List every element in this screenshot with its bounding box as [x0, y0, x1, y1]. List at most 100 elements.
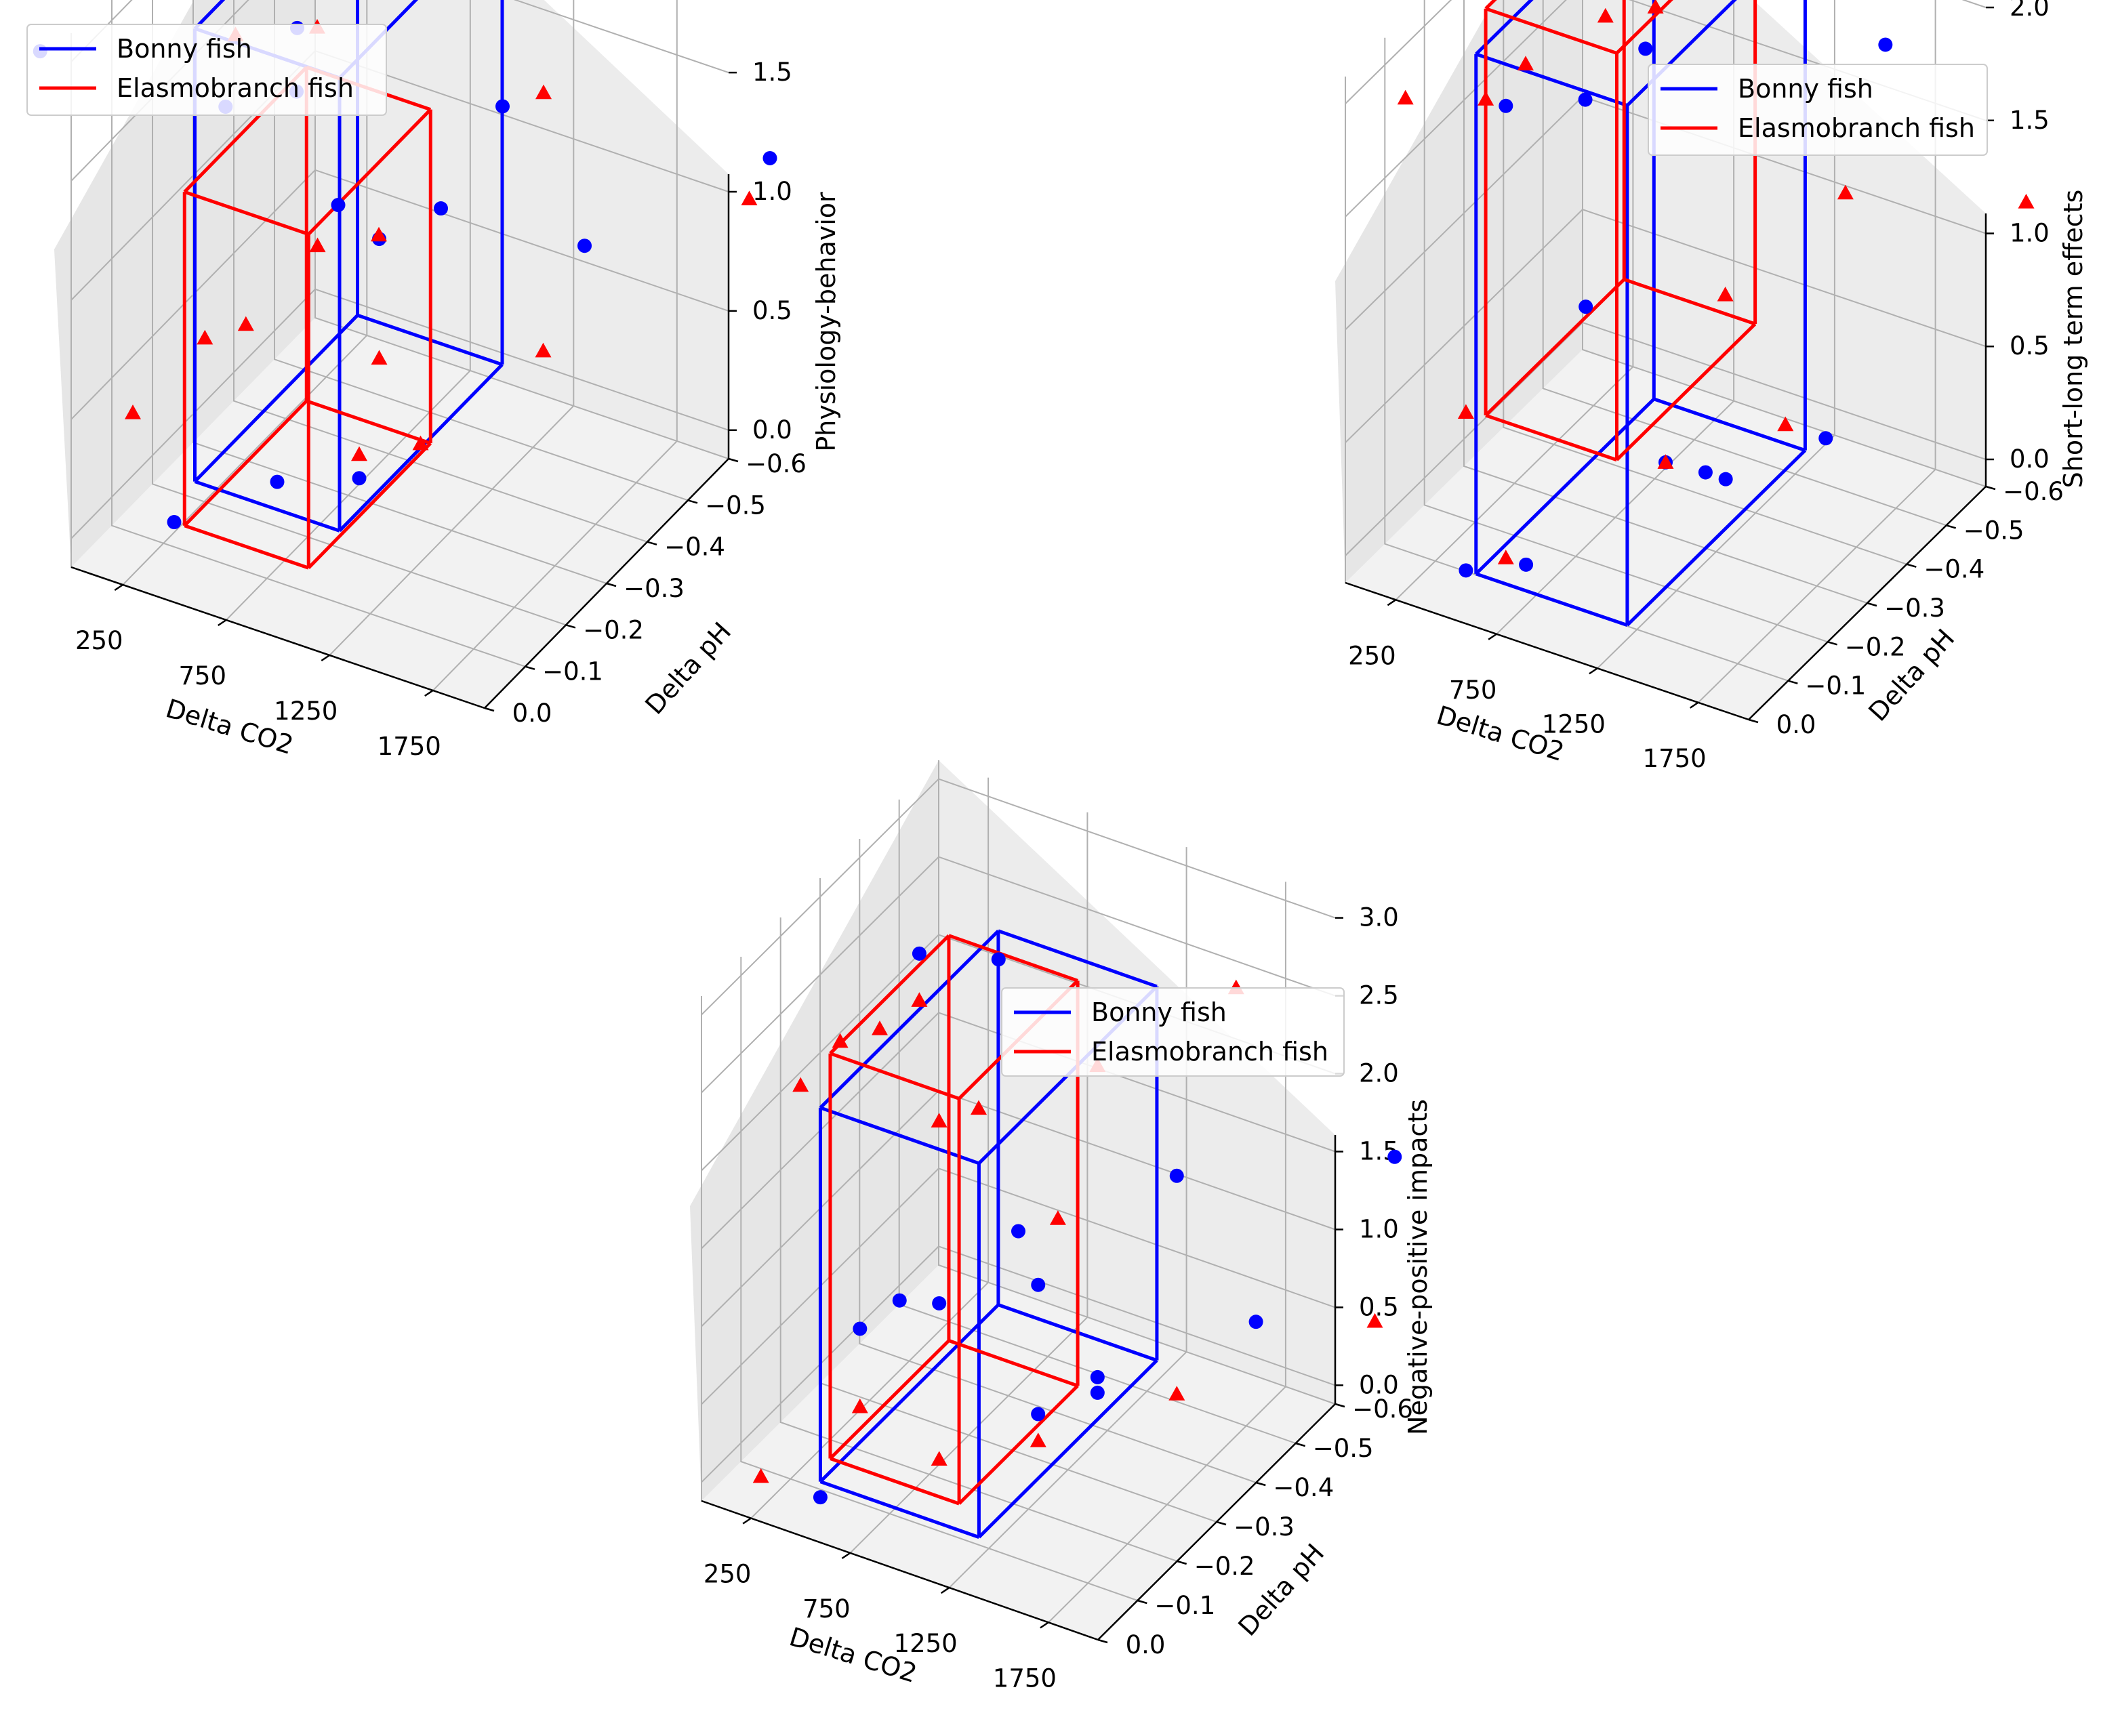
box-edge [829, 1339, 950, 1460]
data-point-circle [1387, 1149, 1402, 1164]
x-tick-mark [321, 654, 330, 662]
legend-frame [26, 24, 387, 116]
x-tick-label: 1250 [894, 1629, 958, 1658]
legend-label: Bonny fish [1738, 74, 1873, 104]
data-point-triangle [752, 1468, 769, 1483]
data-point-circle [1090, 1385, 1105, 1400]
bonny-fish-box [818, 929, 1159, 1539]
data-point-circle [1579, 299, 1593, 314]
tick-labels: 250 750 1250 1750 0.0 −0.1 −0.2 −0.3 −0.4 −0.5 −0.… [1348, 0, 2064, 773]
x-tick-label: 250 [1348, 641, 1396, 670]
y-tick-label: −0.1 [1154, 1591, 1215, 1620]
data-point-triangle [1397, 89, 1414, 105]
box-edge [1485, 413, 1618, 462]
box-edge [819, 930, 1000, 1109]
legend-frame [1001, 987, 1345, 1077]
data-point-circle [762, 150, 777, 165]
y-tick-mark [1827, 641, 1838, 646]
x-tick-mark [1689, 701, 1699, 709]
box-edge [307, 108, 432, 236]
z-tick-label: 1.0 [752, 177, 792, 206]
legend-label: Elasmobranch fish [117, 73, 354, 103]
z-tick-label: 1.5 [2010, 106, 2050, 135]
z-tick-label: 1.5 [752, 58, 792, 87]
data-point-circle [892, 1293, 907, 1308]
x-tick-mark [1040, 1621, 1049, 1629]
y-tick-mark [525, 665, 535, 670]
box-edge [183, 399, 308, 527]
z-axis-label: Negative-positive impacts [1403, 1099, 1433, 1435]
x-axis-line [701, 1500, 1099, 1641]
data-point-triangle [741, 190, 758, 205]
y-tick-mark [1255, 1481, 1266, 1487]
box-edge [1615, 323, 1757, 461]
z-tick-label: 0.0 [2010, 445, 2050, 474]
z-tick-label: 0.0 [752, 415, 792, 445]
tick-labels: 250 750 1250 1750 0.0 −0.1 −0.2 −0.3 −0.4 −0.5 −0.… [704, 903, 1413, 1693]
y-tick-mark [565, 624, 576, 629]
box-edge [1475, 52, 1628, 107]
data-point-circle [932, 1296, 947, 1310]
data-point-circle [1169, 1168, 1184, 1183]
data-point-triangle [911, 992, 928, 1007]
x-tick-mark [218, 619, 227, 627]
box-edge [184, 190, 310, 236]
data-point-circle [1578, 92, 1593, 107]
x-tick-label: 1250 [1542, 709, 1606, 739]
box-edge [193, 0, 226, 30]
data-point-circle [352, 471, 367, 486]
box-edge [1623, 278, 1756, 326]
y-tick-label: −0.4 [664, 533, 725, 562]
data-point-circle [991, 952, 1006, 967]
data-point-circle [1248, 1315, 1263, 1329]
data-point-triangle [1366, 1313, 1383, 1328]
data-point-triangle [2018, 194, 2035, 209]
data-point-triangle [309, 237, 326, 253]
data-point-circle [1011, 1224, 1025, 1239]
data-point-triangle [197, 329, 213, 345]
y-tick-mark [728, 457, 739, 463]
x-tick-label: 1750 [993, 1663, 1057, 1693]
x-tick-label: 750 [802, 1594, 851, 1624]
y-tick-mark [647, 541, 657, 545]
z-tick-label: 3.0 [1359, 903, 1399, 932]
data-point-triangle [1168, 1386, 1185, 1401]
box-edge [184, 524, 310, 570]
z-tick-label: 2.5 [1359, 981, 1399, 1010]
bonny-fish-points [1459, 37, 1893, 578]
y-tick-mark [606, 582, 617, 587]
elasmobranch-fish-points [1397, 0, 2035, 564]
box-edge [1475, 0, 1534, 56]
box-edge [829, 934, 950, 1055]
x-tick-label: 750 [178, 661, 226, 690]
y-tick-label: −0.5 [1313, 1434, 1374, 1463]
y-tick-label: −0.4 [1923, 555, 1984, 584]
y-tick-label: 0.0 [512, 699, 552, 728]
y-tick-mark [1985, 485, 1996, 491]
data-point-triangle [1777, 416, 1794, 432]
data-point-triangle [1478, 91, 1494, 106]
x-tick-mark [1488, 633, 1497, 640]
z-axis-label: Physiology-behavior [811, 192, 841, 452]
data-point-triangle [125, 405, 141, 419]
y-tick-label: 0.0 [1776, 710, 1816, 739]
box-edge [1475, 572, 1628, 627]
y-axis-label: Delta pH [639, 617, 737, 720]
chart-panel-short-long: 250 750 1250 1750 0.0 −0.1 −0.2 −0.3 −0.4 −0.5 −0.… [1335, 0, 2088, 773]
data-point-circle [1718, 472, 1733, 487]
box-edge [1484, 278, 1626, 417]
y-tick-mark [1748, 718, 1759, 724]
box-edge [958, 1384, 1079, 1505]
data-point-triangle [851, 1398, 868, 1413]
x-tick-label: 1750 [1643, 744, 1707, 773]
x-tick-mark [940, 1587, 950, 1594]
x-tick-label: 250 [704, 1560, 752, 1589]
y-tick-mark [1177, 1560, 1187, 1565]
data-point-circle [1090, 1369, 1105, 1384]
y-tick-label: 0.0 [1126, 1630, 1166, 1659]
box-edge [307, 442, 432, 569]
data-point-circle [1638, 41, 1653, 56]
y-tick-mark [1097, 1638, 1108, 1644]
chart-panel-negative-positive: 250 750 1250 1750 0.0 −0.1 −0.2 −0.3 −0.4 −0.5 −0.… [690, 760, 1433, 1693]
y-tick-label: −0.6 [1352, 1394, 1413, 1424]
